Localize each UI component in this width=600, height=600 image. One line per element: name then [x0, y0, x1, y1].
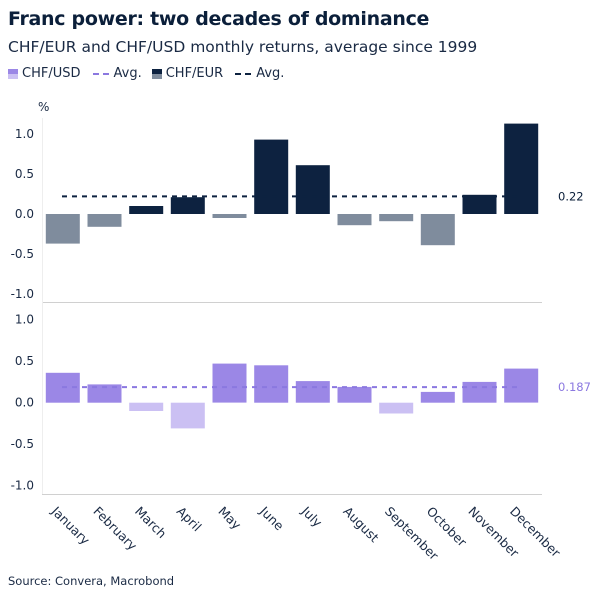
- eur-bar-march: [129, 206, 164, 214]
- legend-eur-pos-swatch: [151, 68, 162, 74]
- usd-ytick-label: -0.5: [11, 437, 34, 451]
- chart-subtitle: CHF/EUR and CHF/USD monthly returns, ave…: [8, 38, 478, 56]
- usd-bar-november: [462, 381, 497, 403]
- x-tick-label-april: April: [174, 504, 205, 535]
- eur-bar-october: [420, 214, 455, 246]
- eur-average-label: 0.22: [558, 189, 584, 203]
- eur-bar-july: [295, 165, 330, 214]
- x-tick-label-july: July: [298, 503, 326, 531]
- eur-bar-january: [45, 214, 80, 244]
- x-tick-label-june: June: [256, 503, 287, 534]
- eur-bar-september: [379, 214, 414, 222]
- legend: CHF/USD Avg. CHF/EUR Avg.: [8, 66, 294, 81]
- x-tick-label-may: May: [215, 504, 244, 533]
- legend-usd-avg-label: Avg.: [113, 66, 142, 81]
- eur-ytick-label: -0.5: [11, 247, 34, 261]
- legend-usd-neg-swatch: [8, 73, 18, 79]
- usd-bar-august: [337, 386, 372, 403]
- legend-eur-avg-label: Avg.: [256, 66, 285, 81]
- eur-bar-june: [254, 139, 289, 214]
- eur-ytick-label: 0.0: [15, 207, 34, 221]
- x-tick-label-august: August: [340, 504, 382, 546]
- legend-usd-avg-line: [92, 72, 109, 75]
- eur-ylabel: %: [38, 100, 49, 114]
- usd-bar-december: [504, 368, 539, 403]
- eur-bar-december: [504, 123, 539, 214]
- legend-eur-neg-swatch: [151, 73, 162, 79]
- legend-eur-label: CHF/EUR: [165, 66, 224, 81]
- eur-bar-may: [212, 214, 247, 218]
- eur-ytick-label: 1.0: [15, 127, 34, 141]
- legend-eur-avg-line: [235, 72, 252, 75]
- usd-average-label: 0.187: [558, 380, 591, 394]
- usd-bar-may: [212, 363, 247, 403]
- x-tick-label-january: January: [48, 503, 93, 548]
- legend-usd-pos-swatch: [8, 68, 18, 74]
- x-tick-label-february: February: [90, 504, 140, 554]
- usd-bar-march: [129, 402, 164, 411]
- eur-bar-february: [87, 214, 122, 227]
- usd-bar-september: [379, 402, 414, 414]
- legend-usd-swatch: [8, 68, 18, 79]
- x-tick-label-march: March: [132, 504, 170, 542]
- usd-ytick-label: 1.0: [15, 313, 34, 327]
- usd-ytick-label: 0.5: [15, 354, 34, 368]
- usd-bar-july: [295, 381, 330, 403]
- usd-bar-april: [170, 402, 205, 429]
- usd-ytick-label: -1.0: [11, 479, 34, 493]
- eur-bar-august: [337, 214, 372, 226]
- eur-bar-april: [170, 197, 205, 214]
- legend-eur-swatch: [151, 68, 162, 79]
- eur-bar-november: [462, 194, 497, 214]
- eur-ytick-label: -1.0: [11, 287, 34, 301]
- legend-usd-label: CHF/USD: [22, 66, 81, 81]
- usd-ytick-label: 0.0: [15, 396, 34, 410]
- usd-bar-february: [87, 384, 122, 403]
- usd-bar-june: [254, 365, 289, 403]
- eur-ytick-label: 0.5: [15, 167, 34, 181]
- source-note: Source: Convera, Macrobond: [8, 574, 175, 588]
- chart-title: Franc power: two decades of dominance: [8, 8, 430, 30]
- usd-bar-october: [420, 391, 455, 403]
